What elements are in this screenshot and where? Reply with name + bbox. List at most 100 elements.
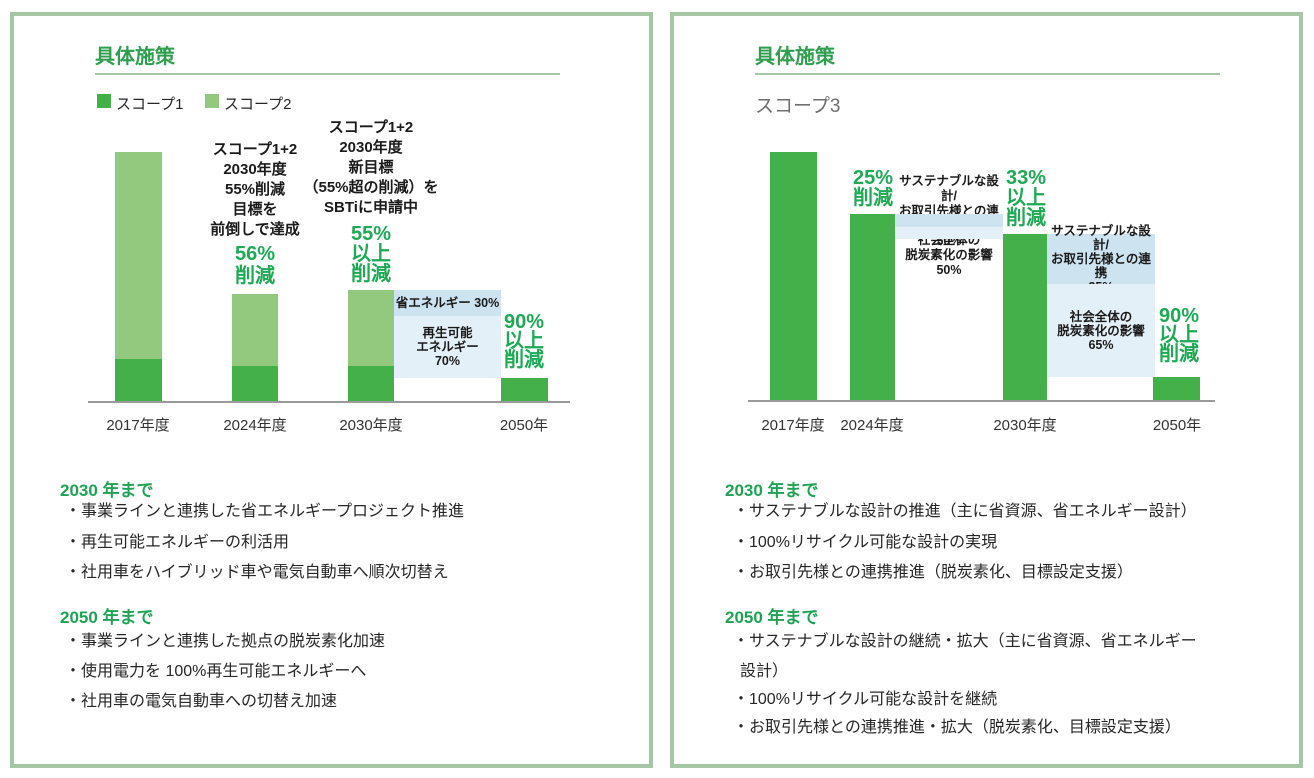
list-item: ・サステナブルな設計の継続・拡大（主に省資源、省エネルギー xyxy=(733,633,1197,650)
legend-scope2 xyxy=(205,94,219,113)
note-2030-line: （55%超の削減）を xyxy=(303,179,439,196)
result-2024-line: 25% xyxy=(852,167,894,189)
note-2024-breakdown-bottom: 社会全体の 脱炭素化の影響 50% xyxy=(896,233,1002,278)
note-2024: スコープ1+2 2030年度 55%削減 目標を 前倒しで達成 xyxy=(155,140,355,240)
breakdown-society: 社会全体の 脱炭素化の影響 65% xyxy=(1047,284,1155,377)
bar-2050 xyxy=(1153,377,1200,402)
list-item: ・100%リサイクル可能な設計を継続 xyxy=(733,691,998,708)
result-2030-line: 削減 xyxy=(351,263,391,285)
breakdown-box-2030-2050: 省エネルギー 30% 再生可能 エネルギー 70% xyxy=(394,290,501,378)
breakdown-society-strip xyxy=(895,227,1003,239)
breakdown-design-strip xyxy=(895,214,1003,227)
panel-title: 具体施策 xyxy=(755,46,835,68)
bar-2050-scope1 xyxy=(501,378,548,403)
result-2050-line: 以上 xyxy=(1159,324,1199,346)
x-axis xyxy=(748,400,1215,402)
result-2030: 55% 以上 削減 xyxy=(321,224,421,284)
axis-label-2030: 2030年度 xyxy=(339,417,403,434)
breakdown-box-2030-2050: サステナブルな設計/ お取引先様との連携 35% 社会全体の 脱炭素化の影響 6… xyxy=(1047,224,1155,377)
title-underline xyxy=(95,73,560,75)
note-2024-line: 前倒しで達成 xyxy=(210,221,300,238)
section-heading-2030: 2030 年まで xyxy=(60,481,154,500)
breakdown-design: サステナブルな設計/ お取引先様との連携 35% xyxy=(1047,224,1155,294)
result-2030-line: 以上 xyxy=(1006,187,1046,209)
bar-2024-scope3 xyxy=(850,214,895,402)
x-axis xyxy=(88,401,570,403)
axis-label-2050: 2050年 xyxy=(1152,417,1202,434)
note-line: サステナブルな設計/ xyxy=(899,174,999,203)
scope2-swatch xyxy=(205,94,219,108)
section-heading-2030: 2030 年まで xyxy=(725,481,819,500)
note-2030: スコープ1+2 2030年度 新目標 （55%超の削減）を SBTiに申請中 xyxy=(271,118,471,218)
breakdown-design-line: お取引先様との連携 xyxy=(1051,252,1151,280)
bar-2030-scope3 xyxy=(1003,234,1047,402)
result-2024-line: 削減 xyxy=(853,187,893,209)
bar-2024 xyxy=(232,294,278,403)
breakdown-design-line: サステナブルな設計/ xyxy=(1051,224,1151,252)
bar-2030 xyxy=(348,290,394,403)
list-item: ・お取引先様との連携推進・拡大（脱炭素化、目標設定支援） xyxy=(733,719,1181,736)
scope1-swatch xyxy=(97,94,111,108)
note-2024-line: 55%削減 xyxy=(224,181,286,198)
breakdown-energy-saving: 省エネルギー 30% xyxy=(394,290,501,316)
legend-scope2-label: スコープ2 xyxy=(224,96,292,113)
scope12-panel: 具体施策 スコープ1 スコープ2 スコープ1+2 2030年度 55%削減 目標… xyxy=(10,12,653,768)
result-2050-line: 90% xyxy=(503,311,545,333)
result-2030-line: 以上 xyxy=(351,243,391,265)
list-item: ・100%リサイクル可能な設計の実現 xyxy=(733,534,998,551)
result-2030-line: 55% xyxy=(350,223,392,245)
legend-scope1 xyxy=(97,94,111,113)
axis-label-2030: 2030年度 xyxy=(993,417,1057,434)
result-2024: 25% 削減 xyxy=(823,168,923,208)
result-2050: 90% 以上 削減 xyxy=(474,311,574,371)
note-2024-line: 目標を xyxy=(232,201,278,218)
result-2050-line: 削減 xyxy=(504,349,544,371)
panel-title: 具体施策 xyxy=(95,46,175,68)
result-2030-line: 33% xyxy=(1005,167,1047,189)
list-item-wrap: 設計） xyxy=(740,663,789,680)
axis-label-2050: 2050年 xyxy=(499,417,549,434)
bar-2017 xyxy=(115,152,162,403)
note-2030-line: 新目標 xyxy=(348,159,394,176)
list-item: ・事業ラインと連携した拠点の脱炭素化加速 xyxy=(65,633,386,650)
scope3-panel: 具体施策 スコープ3 25% 削減 サステナブルな設計/ お取引先様との連携 5… xyxy=(670,12,1303,768)
note-2030-line: スコープ1+2 xyxy=(328,119,414,136)
bar-2017-scope1 xyxy=(115,359,162,403)
bar-2024-scope1 xyxy=(232,366,278,403)
bar-2017-scope3 xyxy=(770,152,817,402)
list-item: ・社用車の電気自動車への切替え加速 xyxy=(65,693,338,710)
breakdown-society-line: 65% xyxy=(1088,337,1114,352)
list-item: ・サステナブルな設計の推進（主に省資源、省エネルギー設計） xyxy=(733,503,1197,520)
breakdown-renewable-line: 再生可能 xyxy=(422,326,473,340)
result-2050-line: 90% xyxy=(1158,305,1200,327)
note-2024-line: スコープ1+2 xyxy=(212,141,298,158)
bar-2030-scope2 xyxy=(348,290,394,366)
scope3-label: スコープ3 xyxy=(755,96,841,117)
axis-label-2017: 2017年度 xyxy=(106,417,170,434)
note-2030-line: 2030年度 xyxy=(339,139,403,156)
bar-2024 xyxy=(850,214,895,402)
breakdown-society-line: 脱炭素化の影響 xyxy=(1057,323,1145,338)
result-2050: 90% 以上 削減 xyxy=(1129,305,1229,364)
bar-2050 xyxy=(501,378,548,403)
result-2050-line: 以上 xyxy=(504,330,544,352)
breakdown-energy-saving-label: 省エネルギー 30% xyxy=(395,296,500,310)
bar-2050-scope3 xyxy=(1153,377,1200,402)
note-line: 脱炭素化の影響 xyxy=(905,248,993,262)
breakdown-renewable-line: エネルギー xyxy=(416,340,479,354)
list-item: ・使用電力を 100%再生可能エネルギーへ xyxy=(65,663,367,680)
section-heading-2050: 2050 年まで xyxy=(725,608,819,627)
result-2024-line: 削減 xyxy=(235,265,275,287)
list-item: ・お取引先様との連携推進（脱炭素化、目標設定支援） xyxy=(733,564,1133,581)
result-2030-line: 削減 xyxy=(1006,207,1046,229)
note-2030-line: SBTiに申請中 xyxy=(324,199,418,216)
bar-2030-scope1 xyxy=(348,366,394,403)
bar-2024-scope2 xyxy=(232,294,278,366)
list-item: ・再生可能エネルギーの利活用 xyxy=(65,534,290,551)
note-2024-line: 2030年度 xyxy=(223,161,287,178)
breakdown-renewable-line: 70% xyxy=(434,354,461,368)
result-2030: 33% 以上 削減 xyxy=(976,168,1076,228)
breakdown-society-line: 社会全体の xyxy=(1069,309,1133,324)
breakdown-box-2024-2030 xyxy=(895,214,1003,239)
